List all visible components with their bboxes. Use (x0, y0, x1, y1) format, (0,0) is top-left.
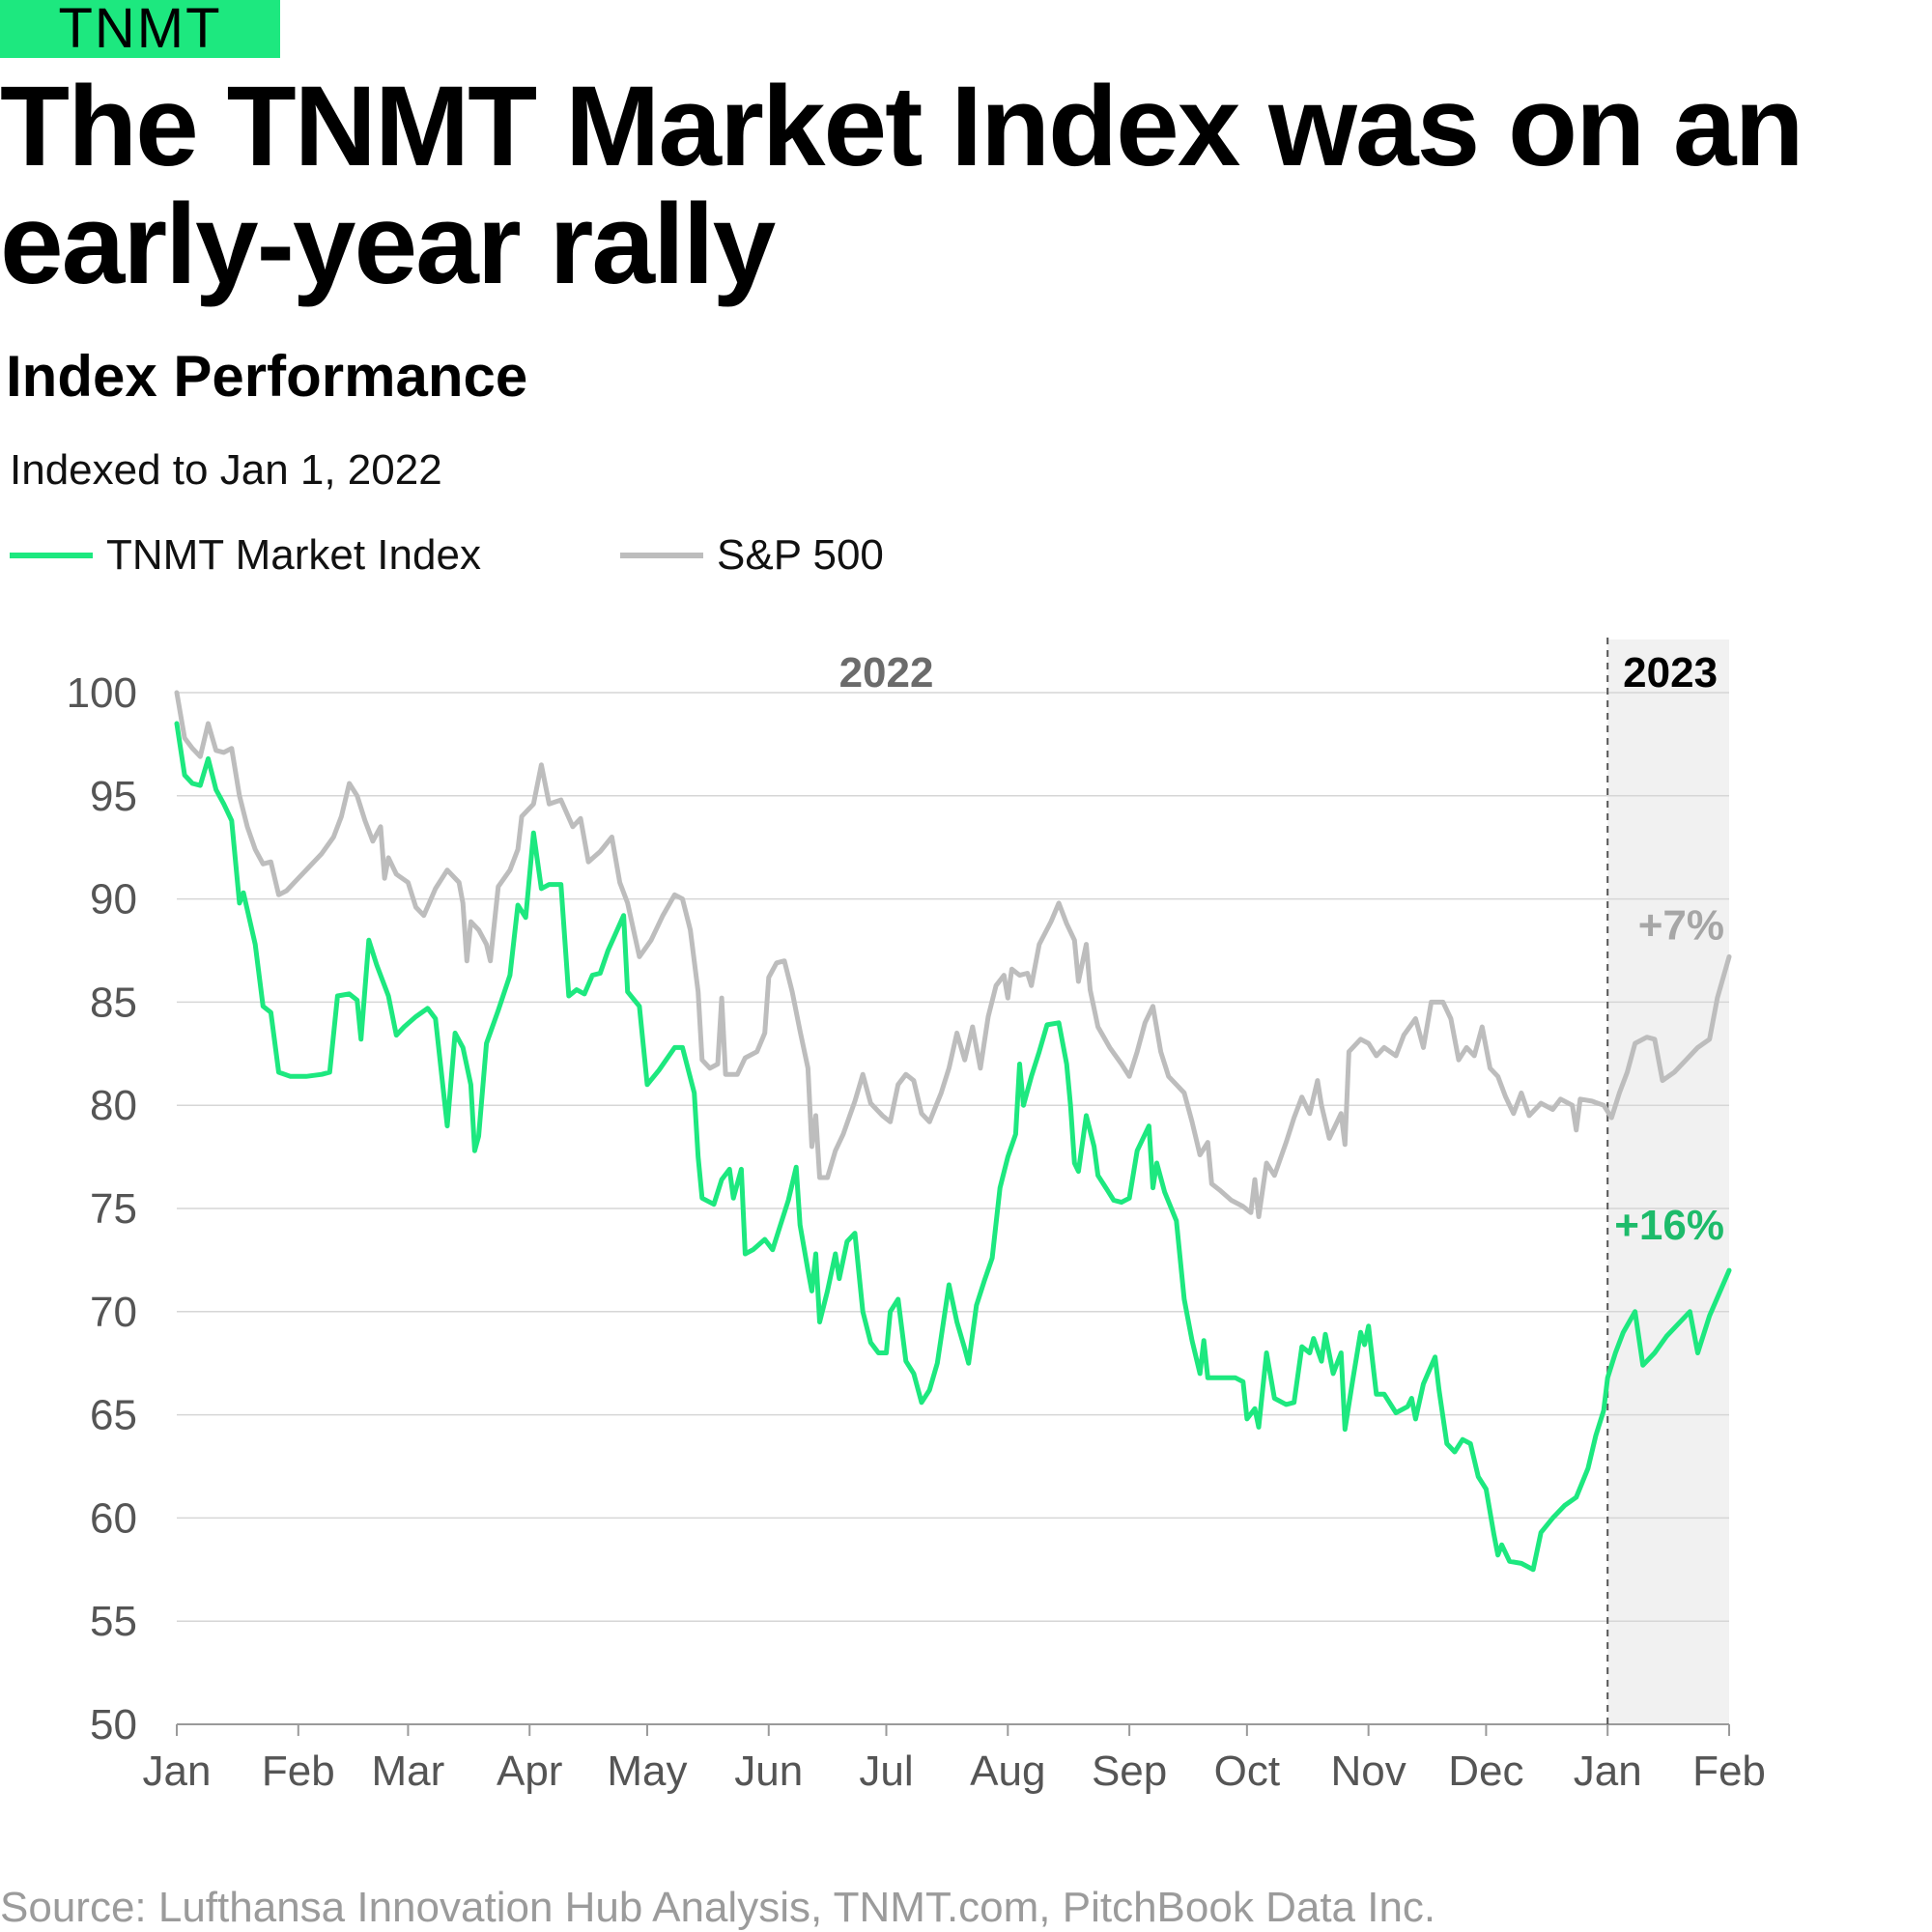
x-tick-label: Jul (859, 1747, 913, 1795)
x-tick-label: Jan (143, 1747, 212, 1795)
legend-item-sp500: S&P 500 (620, 526, 884, 584)
y-tick-label: 95 (90, 773, 137, 820)
y-tick-label: 55 (90, 1598, 137, 1645)
end-label-sp500: +7% (1638, 901, 1724, 949)
x-tick-label: Apr (497, 1747, 562, 1795)
y-tick-label: 75 (90, 1185, 137, 1233)
y-tick-label: 70 (90, 1289, 137, 1336)
x-tick-label: Sep (1092, 1747, 1167, 1795)
y-tick-label: 50 (90, 1701, 137, 1748)
legend-swatch-tnmt (10, 553, 93, 558)
chart-title: The TNMT Market Index was on an early-ye… (0, 63, 1804, 308)
x-tick-label: Oct (1214, 1747, 1280, 1795)
legend-item-tnmt: TNMT Market Index (10, 526, 481, 584)
brand-logo: TNMT (0, 0, 280, 58)
y-tick-label: 65 (90, 1392, 137, 1439)
x-tick-label: Mar (372, 1747, 445, 1795)
end-label-tnmt: +16% (1614, 1202, 1724, 1249)
x-tick-label: Jan (1574, 1747, 1642, 1795)
x-tick-label: Dec (1448, 1747, 1523, 1795)
legend-label-sp500: S&P 500 (717, 531, 884, 579)
y-tick-label: 60 (90, 1494, 137, 1542)
x-tick-label: Jun (734, 1747, 803, 1795)
y-tick-label: 100 (67, 669, 137, 717)
x-tick-label: Feb (262, 1747, 335, 1795)
legend: TNMT Market Index S&P 500 (10, 526, 1169, 584)
source-note: Source: Lufthansa Innovation Hub Analysi… (0, 1884, 1436, 1931)
y-tick-label: 90 (90, 876, 137, 923)
x-tick-label: Nov (1331, 1747, 1406, 1795)
legend-swatch-sp500 (620, 553, 703, 558)
y-tick-label: 85 (90, 979, 137, 1026)
series-line-sp500 (174, 690, 1732, 1219)
x-tick-label: Aug (970, 1747, 1045, 1795)
legend-label-tnmt: TNMT Market Index (106, 531, 481, 579)
x-tick-label: May (607, 1747, 687, 1795)
chart-subtitle: Index Performance (6, 344, 528, 409)
year-label: 2022 (839, 649, 934, 696)
series-line-tnmt (174, 721, 1732, 1573)
highlight-2023-band (1607, 639, 1729, 1724)
year-label: 2023 (1623, 649, 1718, 696)
index-note: Indexed to Jan 1, 2022 (10, 446, 442, 494)
y-tick-label: 80 (90, 1082, 137, 1129)
x-tick-label: Feb (1692, 1747, 1766, 1795)
